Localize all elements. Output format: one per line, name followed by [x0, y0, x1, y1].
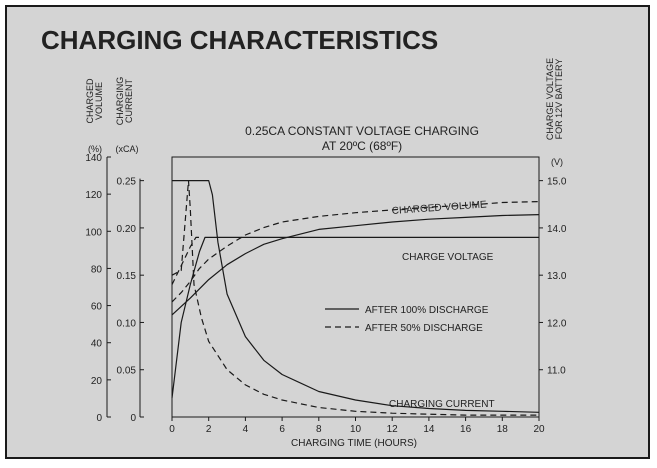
current-tick-label: 0.15 — [117, 271, 137, 282]
x-tick-label: 2 — [206, 424, 212, 435]
current-tick-label: 0 — [130, 413, 136, 424]
current-axis-label-line-1: CHARGING — [115, 77, 125, 126]
chart-subtitle-line-2: AT 20ºC (68ºF) — [322, 139, 402, 153]
axes-layer: 0 2 4 6 8 10 12 14 16 18 20 0 20 40 60 80 100 120 140 0 0.05… — [85, 153, 567, 435]
x-tick-label: 6 — [279, 424, 285, 435]
chart-title: CHARGING CHARACTERISTICS — [41, 25, 438, 55]
voltage-tick-label: 11.0 — [547, 366, 566, 377]
volume-tick-label: 80 — [91, 264, 103, 275]
series-charged-volume-100 — [171, 214, 540, 316]
volume-tick-label: 20 — [91, 376, 103, 387]
annotation-charged-volume: CHARGED VOLUME — [391, 199, 487, 217]
chart-svg: CHARGING CHARACTERISTICS 0.25CA CONSTANT… — [41, 25, 567, 449]
legend-entry-50: AFTER 50% DISCHARGE — [365, 323, 483, 334]
volume-tick-label: 120 — [85, 190, 102, 201]
chart-subtitle-line-1: 0.25CA CONSTANT VOLTAGE CHARGING — [245, 124, 479, 138]
volume-tick-label: 100 — [85, 227, 102, 238]
x-tick-label: 12 — [387, 424, 399, 435]
x-tick-label: 20 — [533, 424, 545, 435]
x-tick-label: 18 — [497, 424, 509, 435]
x-tick-label: 10 — [350, 424, 362, 435]
current-tick-label: 0.20 — [117, 224, 137, 235]
series-layer — [171, 180, 540, 416]
annotation-charging-current: CHARGING CURRENT — [389, 399, 495, 410]
legend: AFTER 100% DISCHARGE AFTER 50% DISCHARGE — [325, 305, 489, 334]
voltage-tick-label: 13.0 — [547, 271, 567, 282]
x-tick-label: 8 — [316, 424, 322, 435]
volume-tick-label: 140 — [85, 153, 102, 164]
volume-tick-label: 40 — [91, 339, 103, 350]
legend-entry-100: AFTER 100% DISCHARGE — [365, 305, 489, 316]
voltage-tick-label: 12.0 — [547, 318, 567, 329]
current-tick-label: 0.05 — [117, 366, 137, 377]
current-axis-label-line-2: CURRENT — [124, 78, 134, 123]
x-tick-label: 14 — [423, 424, 435, 435]
x-axis-label: CHARGING TIME (HOURS) — [291, 438, 417, 449]
voltage-axis-label-line-1: CHARGE VOLTAGE — [545, 58, 555, 140]
volume-tick-label: 0 — [96, 413, 102, 424]
annotation-charge-voltage: CHARGE VOLTAGE — [402, 252, 494, 263]
x-tick-label: 4 — [243, 424, 249, 435]
current-tick-label: 0.10 — [117, 318, 137, 329]
series-charging-current-100 — [172, 180, 540, 413]
volume-axis-unit: (%) — [88, 144, 102, 154]
current-tick-label: 0.25 — [117, 177, 137, 188]
plot-frame — [171, 156, 540, 418]
series-charge-voltage-50 — [171, 236, 202, 285]
voltage-axis-label-line-2: FOR 12V BATTERY — [554, 59, 564, 140]
series-charge-voltage-100 — [171, 236, 539, 399]
volume-axis-label-line-2: VOLUME — [94, 82, 104, 120]
voltage-tick-label: 15.0 — [547, 177, 567, 188]
volume-axis-label-line-1: CHARGED — [85, 78, 95, 124]
x-tick-label: 16 — [460, 424, 472, 435]
x-tick-label: 0 — [169, 424, 175, 435]
voltage-axis-unit: (V) — [551, 157, 563, 167]
series-charged-volume-50 — [171, 201, 540, 303]
chart-figure: CHARGING CHARACTERISTICS 0.25CA CONSTANT… — [5, 5, 650, 459]
series-charging-current-50 — [171, 180, 539, 416]
volume-tick-label: 60 — [91, 302, 103, 313]
current-axis-unit: (xCA) — [116, 144, 139, 154]
voltage-tick-label: 14.0 — [547, 224, 567, 235]
